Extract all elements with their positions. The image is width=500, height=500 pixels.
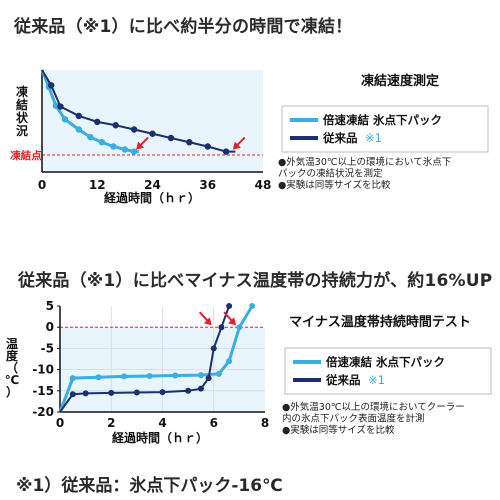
x-tick-label-1: 24 [144, 178, 161, 192]
data-point-2-0 [172, 372, 179, 379]
chart-note-1-1: パックの凍結状況を測定 [278, 168, 383, 180]
arrowhead-1-0 [136, 141, 145, 150]
legend-label-1-0: 倍速凍結 氷点下パック [323, 113, 442, 127]
data-point-1-1 [57, 103, 64, 110]
chart-title-2: マイナス温度帯持続時間テスト [289, 314, 471, 330]
data-point-2-1 [82, 390, 89, 397]
y-axis-label-2-char: ） [6, 384, 18, 399]
data-point-1-0 [75, 126, 83, 133]
data-point-1-0 [98, 139, 106, 146]
data-point-1-0 [110, 143, 117, 150]
x-axis-label-1: 経過時間（ｈｒ） [104, 190, 200, 205]
plot-area-1 [42, 70, 263, 172]
arrowhead-2-1 [228, 317, 237, 326]
x-tick-label-2: 2 [107, 416, 115, 430]
y-axis-label-1-char: 凍 [16, 84, 29, 99]
legend-box-2 [284, 347, 492, 395]
data-point-2-0 [197, 372, 204, 379]
data-point-1-0 [121, 146, 129, 153]
data-point-2-1 [226, 303, 233, 309]
data-point-2-0 [226, 358, 233, 365]
y-tick-label-2: 0 [46, 320, 54, 334]
legend-label-2-0: 倍速凍結 氷点下パック [326, 355, 445, 369]
data-point-2-0 [146, 372, 153, 379]
y-axis-label-1-char: 結 [16, 97, 28, 112]
data-point-2-1 [185, 387, 192, 394]
data-point-2-1 [159, 389, 166, 396]
y-axis-label-2-char: 温 [6, 337, 18, 351]
arrowhead-1-1 [232, 141, 241, 150]
x-tick-label-1: 0 [38, 178, 46, 192]
legend-label-1-1: 従来品 [322, 131, 358, 145]
data-point-1-0 [130, 148, 138, 155]
headline-endurance: 従来品（※1）に比べマイナス温度帯の持続力が、約16%UP [18, 271, 493, 291]
data-point-1-1 [204, 143, 211, 150]
legend-suffix-1: ※1 [365, 131, 382, 145]
chart-note-2-1: 内の氷点下パック表面温度を計測 [282, 413, 425, 425]
data-point-2-1 [210, 345, 217, 352]
y-axis-label-2-char: 度 [6, 348, 19, 363]
legend-box-1 [281, 105, 489, 153]
chart-note-1-2: ●実験は同等サイズを比較 [278, 179, 391, 191]
data-point-1-1 [167, 134, 175, 142]
x-tick-label-1: 36 [199, 178, 216, 192]
data-point-2-1 [205, 375, 212, 382]
y-tick-label-2: -20 [32, 405, 54, 419]
data-point-2-0 [236, 324, 243, 331]
data-point-2-1 [197, 385, 204, 392]
x-tick-label-2: 4 [158, 416, 166, 430]
data-point-1-1 [149, 130, 156, 137]
data-point-2-0 [69, 375, 76, 382]
data-point-1-1 [48, 82, 55, 89]
chart-note-2-0: ●外気温30℃以上の環境においてクーラー [282, 401, 465, 413]
y-axis-label-2-char: （ [6, 360, 18, 375]
y-tick-label-2: -15 [32, 384, 54, 398]
chart-note-1-0: ●外気温30℃以上の環境において氷点下 [278, 156, 451, 168]
x-tick-label-2: 6 [210, 416, 218, 430]
y-axis-label-1-char: 状 [16, 110, 29, 125]
data-point-1-0 [87, 133, 94, 141]
y-axis-label-2-char: ℃ [5, 373, 20, 387]
headline-freeze-speed: 従来品（※1）に比べ約半分の時間で凍結！ [14, 17, 353, 37]
legend-label-2-1: 従来品 [325, 373, 361, 387]
data-point-2-1 [133, 389, 140, 396]
data-point-2-0 [95, 374, 102, 381]
data-point-2-0 [249, 303, 256, 309]
data-point-1-1 [186, 139, 193, 146]
data-point-1-1 [94, 118, 101, 126]
data-point-1-0 [61, 116, 69, 123]
data-point-1-1 [130, 126, 138, 133]
arrowhead-2-0 [203, 317, 212, 326]
chart-note-2-2: ●実験は同等サイズを比較 [282, 424, 395, 436]
data-point-1-1 [112, 122, 119, 129]
x-axis-label-2: 経過時間（ｈｒ） [112, 430, 208, 445]
x-tick-label-2: 0 [56, 416, 64, 430]
chart-title-1: 凍結速度測定 [361, 73, 439, 89]
freeze-point-label: 凍結点 [10, 149, 42, 162]
data-point-2-0 [215, 370, 222, 377]
data-point-2-1 [69, 391, 76, 398]
data-point-2-1 [108, 389, 115, 396]
y-tick-label-2: -5 [41, 341, 54, 355]
data-point-2-0 [121, 373, 128, 380]
legend-suffix-2: ※1 [368, 373, 385, 387]
x-tick-label-1: 48 [255, 178, 272, 192]
data-point-1-1 [222, 148, 230, 155]
y-tick-label-2: 5 [46, 299, 54, 313]
data-point-2-1 [218, 324, 225, 331]
x-tick-label-1: 12 [89, 178, 106, 192]
footnote: ※1）従来品：氷点下パック-16℃ [16, 476, 283, 496]
y-axis-label-1-char: 況 [16, 123, 28, 138]
data-point-1-1 [75, 112, 83, 120]
x-tick-label-2: 8 [261, 416, 269, 430]
y-tick-label-2: -10 [32, 363, 54, 377]
